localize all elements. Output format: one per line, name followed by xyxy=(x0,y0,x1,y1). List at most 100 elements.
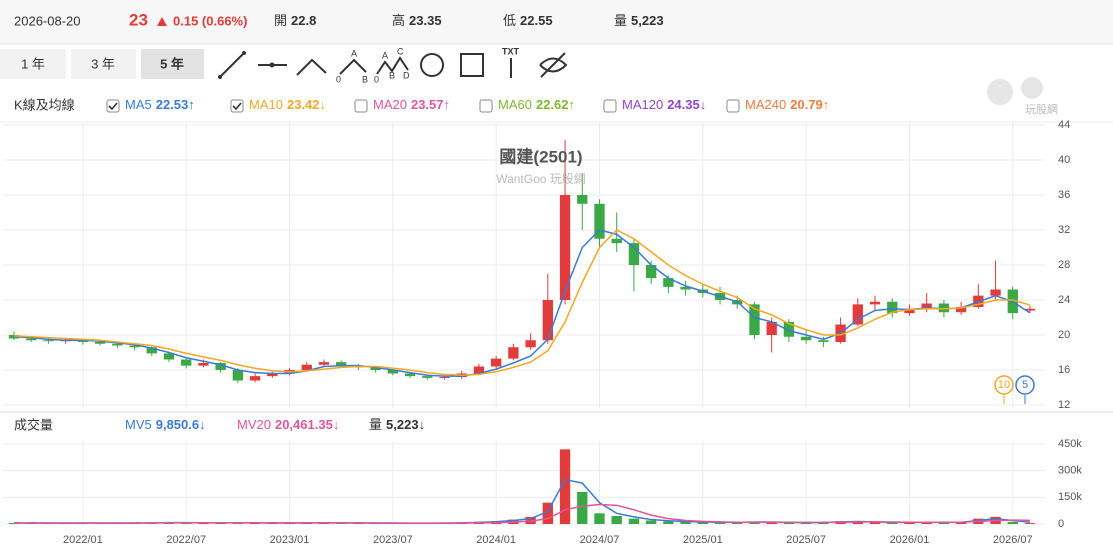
volume-bar xyxy=(869,522,881,524)
tool-dot xyxy=(218,75,222,79)
price-plot: 12 16 20 24 28 32 36 40 44 10 5 xyxy=(3,119,1070,411)
volume-bar xyxy=(577,492,588,524)
ma-item: MA20 23.57↑ xyxy=(373,97,450,112)
ma-trend: ↑ xyxy=(823,97,830,112)
tool-rect[interactable] xyxy=(460,53,484,77)
x-tick-label: 2025/07 xyxy=(786,534,826,546)
candle-body xyxy=(577,195,588,204)
candle-body xyxy=(404,373,416,377)
checkbox[interactable] xyxy=(106,99,120,113)
stat-label: 量 xyxy=(614,13,627,28)
x-tick-label: 2024/01 xyxy=(476,534,516,546)
logo: 玩股網 xyxy=(987,77,1058,116)
candle-body xyxy=(938,303,950,313)
y-tick-label: 16 xyxy=(1058,364,1070,376)
mv-trend: ↓ xyxy=(199,417,206,432)
mv-name: 量 xyxy=(369,417,382,432)
range-button[interactable] xyxy=(0,49,66,79)
ma-name: MA240 xyxy=(745,97,786,112)
ma-legend: MA5 22.53↑ MA10 23.42↓ MA20 23.57↑ MA60 22.62↑ M… xyxy=(106,97,829,113)
candle-body xyxy=(129,345,140,348)
x-tick-label: 2023/07 xyxy=(373,534,413,546)
x-tick-label: 2023/01 xyxy=(270,534,310,546)
price: 23 xyxy=(129,10,148,29)
ma-value: 22.53 xyxy=(156,97,189,112)
y-tick-label: 0 xyxy=(1058,518,1064,530)
checkbox[interactable] xyxy=(726,99,740,113)
checkbox[interactable] xyxy=(603,99,617,113)
candle-body xyxy=(594,203,605,239)
mv-value: 9,850.6 xyxy=(156,417,199,432)
mv-value: 5,223 xyxy=(386,417,419,432)
marker xyxy=(994,375,1014,395)
stat: 量 5,223 xyxy=(614,13,664,28)
tool-circle[interactable] xyxy=(420,53,444,77)
stat-value: 22.55 xyxy=(520,13,553,28)
candle-body xyxy=(869,301,881,305)
marker-label: 5 xyxy=(1022,379,1028,391)
range-button[interactable] xyxy=(71,49,136,79)
y-tick-label: 36 xyxy=(1058,189,1070,201)
range-label: 1 年 xyxy=(21,56,45,71)
y-tick-label: 40 xyxy=(1058,154,1070,166)
volume-bar xyxy=(594,513,605,524)
candle-body xyxy=(77,340,89,342)
volume-bar xyxy=(732,522,743,524)
volume-bar xyxy=(645,520,657,524)
y-tick-label: 32 xyxy=(1058,224,1070,236)
candle-body xyxy=(921,303,932,309)
candle-body xyxy=(852,304,863,325)
volume-bar xyxy=(887,522,898,524)
stat: 低 22.55 xyxy=(503,13,553,28)
ma-value: 23.42 xyxy=(287,97,320,112)
mv-item: 量 5,223↓ xyxy=(369,417,425,432)
candle-body xyxy=(301,364,312,370)
x-tick-label: 2024/07 xyxy=(580,534,620,546)
mv-item: MV20 20,461.35↓ xyxy=(237,417,339,432)
range-button[interactable] xyxy=(141,49,204,79)
candle-body xyxy=(94,342,106,344)
ma-item: MA240 20.79↑ xyxy=(745,97,829,112)
y-tick-label: 12 xyxy=(1058,399,1070,411)
checkbox[interactable] xyxy=(479,99,493,113)
candle-body xyxy=(749,304,760,335)
legend-title: K線及均線 xyxy=(14,97,75,112)
ma-line xyxy=(13,229,1031,377)
candle-body xyxy=(198,363,209,366)
mv-trend: ↓ xyxy=(333,417,340,432)
candle-body xyxy=(1024,308,1036,311)
tool-line[interactable] xyxy=(219,52,245,78)
stat-value: 23.35 xyxy=(409,13,442,28)
icon-letter: B xyxy=(362,74,368,84)
y-tick-label: 150k xyxy=(1058,491,1082,503)
icon-letter: D xyxy=(403,70,410,80)
range-label: 5 年 xyxy=(160,56,184,71)
ma-name: MA5 xyxy=(125,97,152,112)
candle-body xyxy=(215,363,226,370)
up-arrow xyxy=(157,17,167,26)
chart-title: 國建(2501) xyxy=(499,146,582,166)
candle-body xyxy=(818,340,829,342)
checkbox[interactable] xyxy=(354,99,368,113)
tool-dot xyxy=(269,62,275,68)
ma-value: 22.62 xyxy=(536,97,569,112)
tool-abcd[interactable] xyxy=(376,56,409,75)
y-tick-label: 20 xyxy=(1058,329,1070,341)
volume-legend: MV5 9,850.6↓ MV20 20,461.35↓ 量 5,223 ↓ xyxy=(125,417,425,432)
tool-abc[interactable] xyxy=(339,58,367,75)
stat-label: 開 xyxy=(274,13,287,28)
candle-body xyxy=(318,362,330,365)
ma-item: MA120 24.35↓ xyxy=(622,97,706,112)
candle-body xyxy=(542,300,553,341)
candle-body xyxy=(439,377,450,378)
candle-body xyxy=(267,373,278,377)
tool-dot xyxy=(242,51,246,55)
tool-hide[interactable] xyxy=(539,52,568,78)
tool-wedge[interactable] xyxy=(296,58,327,76)
candle-body xyxy=(181,359,192,366)
candle-body xyxy=(800,336,812,341)
checkbox[interactable] xyxy=(230,99,244,113)
mv-item: MV5 9,850.6↓ xyxy=(125,417,206,432)
candle-body xyxy=(232,370,244,381)
